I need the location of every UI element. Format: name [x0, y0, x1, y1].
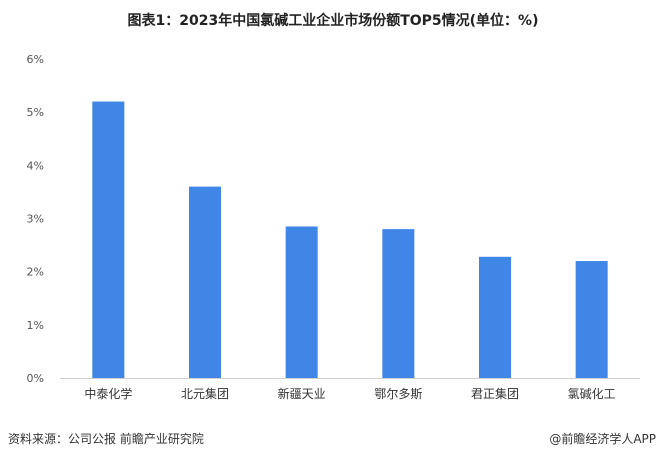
bar-5	[479, 256, 511, 378]
x-axis-labels: 中泰化学 北元集团 新疆天业 鄂尔多斯 君正集团 氯碱化工	[84, 386, 615, 401]
x-category-label: 中泰化学	[84, 386, 132, 401]
source-note: 资料来源：公司公报 前瞻产业研究院	[8, 432, 204, 446]
brand-credit: @前瞻经济学人APP	[549, 432, 656, 446]
bar-3	[285, 226, 318, 378]
x-category-label: 新疆天业	[278, 386, 326, 401]
bars-group	[92, 101, 608, 379]
bar-6	[575, 261, 608, 378]
bar-1	[92, 101, 125, 379]
y-tick-label: 0%	[27, 372, 44, 385]
x-category-label: 鄂尔多斯	[374, 386, 422, 401]
x-category-label: 君正集团	[471, 386, 519, 401]
bar-2	[189, 186, 221, 378]
x-category-label: 北元集团	[181, 386, 229, 401]
bar-4	[382, 229, 415, 378]
y-tick-label: 4%	[27, 159, 44, 172]
y-tick-label: 2%	[27, 266, 44, 279]
y-tick-label: 3%	[27, 213, 44, 226]
y-tick-label: 6%	[27, 53, 44, 66]
chart-title: 图表1：2023年中国氯碱工业企业市场份额TOP5情况(单位：%)	[127, 13, 539, 29]
x-category-label: 氯碱化工	[568, 387, 616, 401]
y-tick-label: 5%	[27, 106, 44, 119]
y-axis-ticks: 0% 1% 2% 3% 4% 5% 6%	[27, 53, 44, 385]
y-tick-label: 1%	[27, 319, 44, 332]
